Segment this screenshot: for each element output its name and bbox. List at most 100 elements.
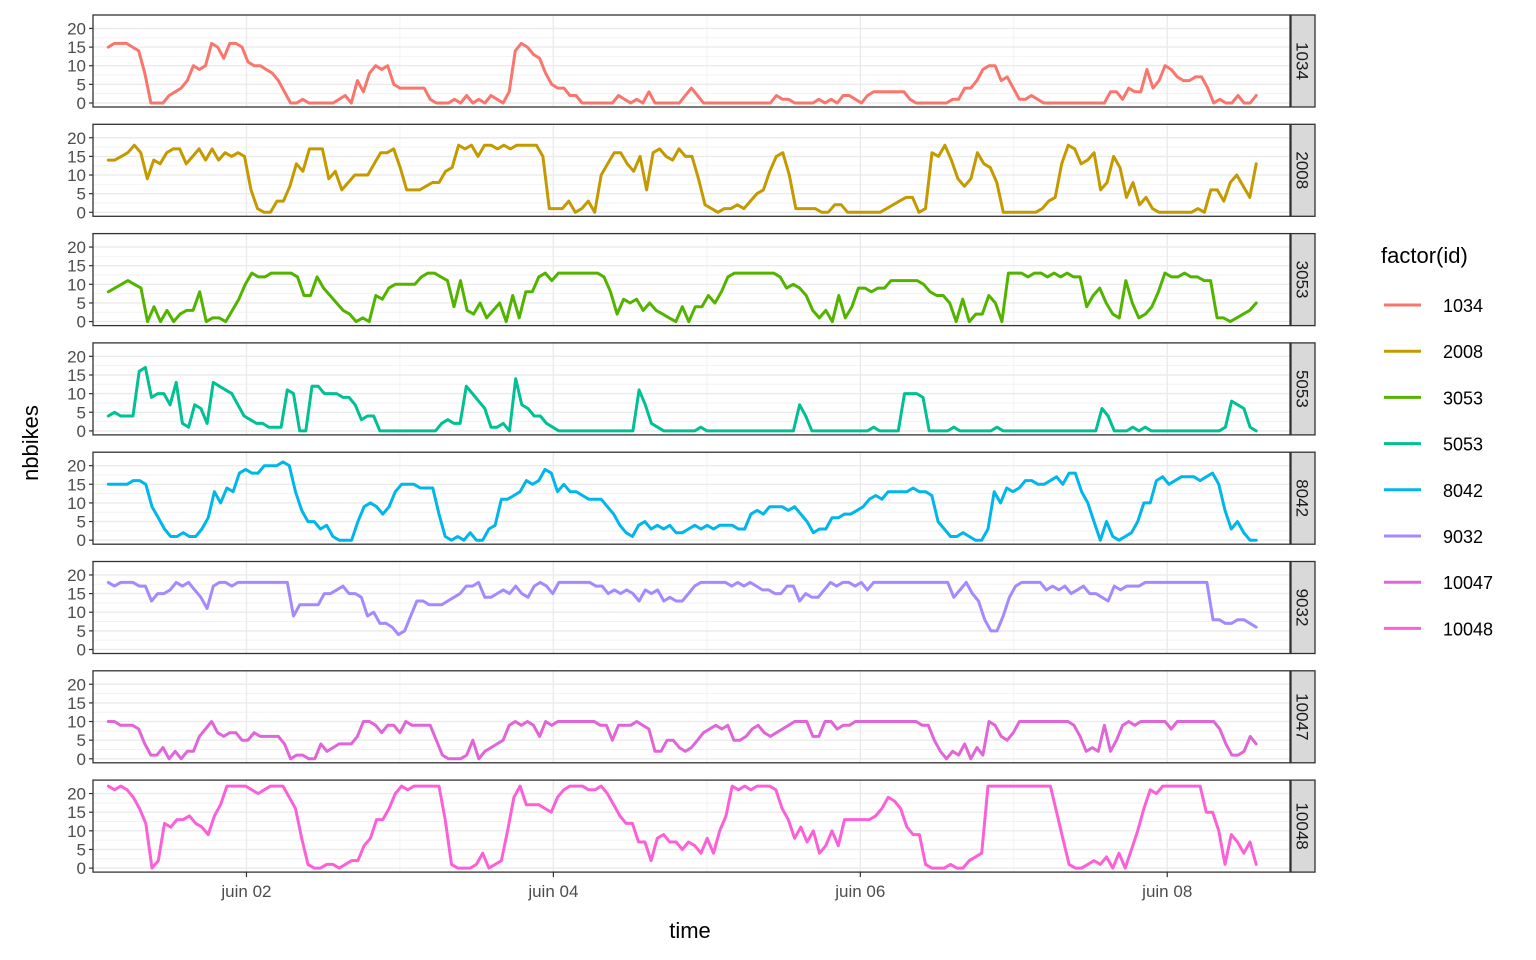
panel-border (92, 560, 1291, 655)
y-tick-label: 15 (67, 366, 86, 385)
y-tick-label: 5 (77, 294, 86, 313)
facet-strip (1290, 560, 1316, 655)
y-tick-label: 0 (77, 422, 86, 441)
series-line-8042 (106, 460, 1258, 542)
legend-label: 3053 (1443, 388, 1483, 408)
facet-strip-label-1034: 1034 (1293, 42, 1312, 80)
legend-item-9032: 9032 (1384, 527, 1483, 547)
y-tick-label: 5 (77, 731, 86, 750)
legend-label: 10047 (1443, 573, 1493, 593)
y-tick-label: 5 (77, 622, 86, 641)
y-tick-label: 5 (77, 75, 86, 94)
legend-item-8042: 8042 (1384, 481, 1483, 501)
panel-border (92, 779, 1291, 873)
y-tick-label: 10 (67, 275, 86, 294)
panel-border (92, 451, 1291, 545)
facet-strip (1290, 779, 1316, 873)
facet-strip (1290, 342, 1316, 436)
y-tick-label: 5 (77, 185, 86, 204)
x-tick-label: juin 02 (220, 882, 271, 901)
y-tick-label: 20 (67, 347, 86, 366)
x-axis: juin 02 juin 04 juin 06 juin 08 (220, 872, 1192, 901)
panel-border (92, 342, 1291, 436)
facet-strip (1290, 232, 1316, 327)
y-tick-label: 20 (67, 238, 86, 257)
y-tick-label: 0 (77, 750, 86, 769)
legend-label: 10048 (1443, 619, 1493, 639)
series-line-9032 (106, 580, 1258, 637)
panel-background (93, 780, 1290, 873)
y-tick-label: 20 (67, 457, 86, 476)
y-tick-label: 15 (67, 257, 86, 276)
x-tick-label: juin 08 (1141, 882, 1192, 901)
legend-label: 1034 (1443, 296, 1483, 316)
legend-item-10047: 10047 (1384, 573, 1493, 593)
series-line-3053 (106, 271, 1258, 324)
facet-strip (1290, 451, 1316, 545)
legend: factor(id) 1034 2008 3053 5053 8042 9032 10047… (1381, 243, 1493, 639)
legend-item-1034: 1034 (1384, 296, 1483, 316)
x-tick-label: juin 06 (834, 882, 885, 901)
y-tick-label: 0 (77, 641, 86, 660)
y-tick-label: 15 (67, 694, 86, 713)
x-tick-label: juin 04 (527, 882, 578, 901)
panel-background (93, 233, 1290, 326)
y-tick-label: 15 (67, 38, 86, 57)
y-tick-label: 15 (67, 475, 86, 494)
y-tick-label: 0 (77, 531, 86, 550)
panel-border (92, 670, 1291, 764)
series-line-10047 (106, 720, 1258, 761)
y-tick-label: 15 (67, 147, 86, 166)
legend-label: 9032 (1443, 527, 1483, 547)
x-axis-title: time (669, 918, 711, 943)
y-tick-label: 10 (67, 166, 86, 185)
legend-item-3053: 3053 (1384, 388, 1483, 408)
y-tick-label: 5 (77, 403, 86, 422)
series-line-5053 (106, 366, 1258, 433)
legend-label: 2008 (1443, 342, 1483, 362)
panel-border (92, 232, 1291, 327)
y-tick-label: 5 (77, 840, 86, 859)
y-tick-label: 20 (67, 19, 86, 38)
series-line-10048 (106, 784, 1258, 870)
y-tick-label: 0 (77, 313, 86, 332)
panel-background (93, 124, 1290, 217)
legend-item-5053: 5053 (1384, 435, 1483, 455)
legend-label: 5053 (1443, 435, 1483, 455)
facet-strip (1290, 123, 1316, 217)
series-line-1034 (106, 41, 1258, 105)
y-tick-label: 0 (77, 94, 86, 113)
series-line-2008 (106, 143, 1258, 214)
y-tick-label: 20 (67, 785, 86, 804)
facet-strip-label-10047: 10047 (1293, 693, 1312, 740)
facet-strip-label-9032: 9032 (1293, 589, 1312, 627)
facet-panels: 0510152010340510152020080510152030530510… (67, 14, 1316, 878)
y-tick-label: 0 (77, 203, 86, 222)
facet-strip (1290, 670, 1316, 764)
panel-background (93, 15, 1290, 107)
y-tick-label: 15 (67, 585, 86, 604)
y-tick-label: 5 (77, 513, 86, 532)
facet-strip-label-10048: 10048 (1293, 802, 1312, 849)
y-axis-title: nbbikes (18, 405, 43, 481)
y-tick-label: 15 (67, 803, 86, 822)
panel-border (92, 14, 1291, 108)
facet-strip-label-5053: 5053 (1293, 370, 1312, 408)
legend-item-10048: 10048 (1384, 619, 1493, 639)
y-tick-label: 10 (67, 822, 86, 841)
facet-strip (1290, 14, 1316, 108)
legend-title: factor(id) (1381, 243, 1468, 268)
y-tick-label: 10 (67, 494, 86, 513)
y-tick-label: 10 (67, 57, 86, 76)
facet-strip-label-2008: 2008 (1293, 151, 1312, 189)
y-tick-label: 10 (67, 385, 86, 404)
